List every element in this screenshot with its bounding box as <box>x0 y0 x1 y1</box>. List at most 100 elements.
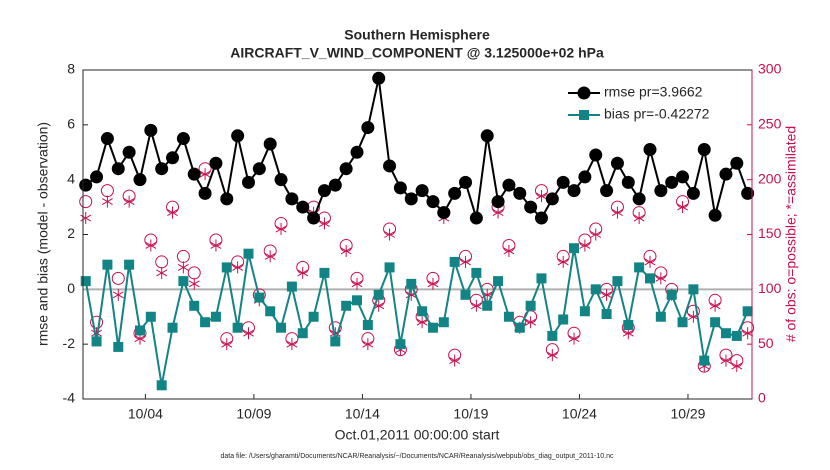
point <box>469 211 483 225</box>
point <box>286 281 297 292</box>
point <box>79 178 93 192</box>
point <box>610 156 624 170</box>
point <box>383 159 397 173</box>
point <box>480 129 494 143</box>
point <box>655 272 667 285</box>
point <box>589 148 603 162</box>
point <box>730 156 744 170</box>
point <box>741 186 755 200</box>
point <box>319 267 330 278</box>
point <box>536 190 547 203</box>
point <box>557 255 569 268</box>
point <box>644 273 655 284</box>
chart-subtitle: AIRCRAFT_V_WIND_COMPONENT @ 3.125000e+02… <box>230 45 604 61</box>
x-tick-label: 10/24 <box>562 406 597 422</box>
point <box>406 278 417 289</box>
x-tick-label: 10/09 <box>236 406 271 422</box>
point <box>578 170 592 184</box>
point <box>643 143 657 157</box>
point <box>297 328 308 339</box>
point <box>274 173 288 187</box>
point <box>241 175 255 189</box>
point <box>232 261 244 274</box>
point <box>167 206 178 219</box>
point <box>568 332 580 345</box>
point <box>91 336 102 347</box>
point <box>352 295 363 306</box>
point <box>558 314 569 325</box>
point <box>341 300 352 311</box>
point <box>601 288 613 301</box>
point <box>362 319 373 330</box>
y2-tick-label: 150 <box>758 225 782 241</box>
point <box>79 195 93 209</box>
point <box>80 212 92 225</box>
series <box>80 243 753 391</box>
y-tick-label: -4 <box>63 390 76 406</box>
point <box>351 277 363 290</box>
point <box>395 339 406 350</box>
point <box>742 327 754 340</box>
point <box>449 354 461 367</box>
point <box>144 123 158 137</box>
point <box>437 206 451 220</box>
point <box>567 184 581 198</box>
point <box>404 192 418 206</box>
point <box>156 380 167 391</box>
y-axis-label: rmse and bias (model - observation) <box>35 122 51 346</box>
point <box>579 306 590 317</box>
point <box>373 289 384 300</box>
point <box>493 276 504 287</box>
point <box>124 259 135 270</box>
y2-tick-label: 100 <box>758 280 782 296</box>
point <box>611 206 623 219</box>
point <box>655 311 666 322</box>
point <box>254 292 265 303</box>
point <box>232 322 243 333</box>
point <box>426 195 440 209</box>
point <box>666 289 677 300</box>
y2-axis-label: # of obs: o=possible; *=assimilated <box>783 126 799 342</box>
point <box>503 244 515 257</box>
point <box>590 228 602 241</box>
point <box>697 143 711 157</box>
point <box>176 132 190 146</box>
y2-tick-label: 0 <box>758 390 766 406</box>
point <box>308 311 319 322</box>
point <box>361 121 375 135</box>
point <box>579 239 591 252</box>
point <box>427 277 439 290</box>
point <box>362 338 374 351</box>
point <box>221 262 232 273</box>
point <box>634 262 645 273</box>
point <box>285 192 299 206</box>
point <box>307 211 321 225</box>
point <box>156 266 168 279</box>
point <box>471 267 482 278</box>
point <box>525 316 537 329</box>
point <box>459 175 473 189</box>
legend-label: rmse pr=3.9662 <box>604 84 703 100</box>
point <box>328 178 342 192</box>
y2-tick-label: 50 <box>758 335 774 351</box>
point <box>482 300 493 311</box>
point <box>384 262 395 273</box>
point <box>676 170 690 184</box>
y-tick-label: 6 <box>67 116 75 132</box>
point <box>536 273 547 284</box>
point <box>178 276 189 287</box>
point <box>243 248 254 259</box>
point <box>134 325 145 336</box>
x-tick-label: 10/14 <box>345 406 380 422</box>
footnote: data file: /Users/gharamti/Documents/NCA… <box>220 453 614 460</box>
point <box>556 175 570 189</box>
point <box>297 266 309 279</box>
point <box>101 195 113 208</box>
point <box>243 327 254 340</box>
point <box>491 195 505 209</box>
point <box>731 330 742 341</box>
legend-box <box>564 78 744 130</box>
point <box>621 175 635 189</box>
point <box>699 355 710 366</box>
